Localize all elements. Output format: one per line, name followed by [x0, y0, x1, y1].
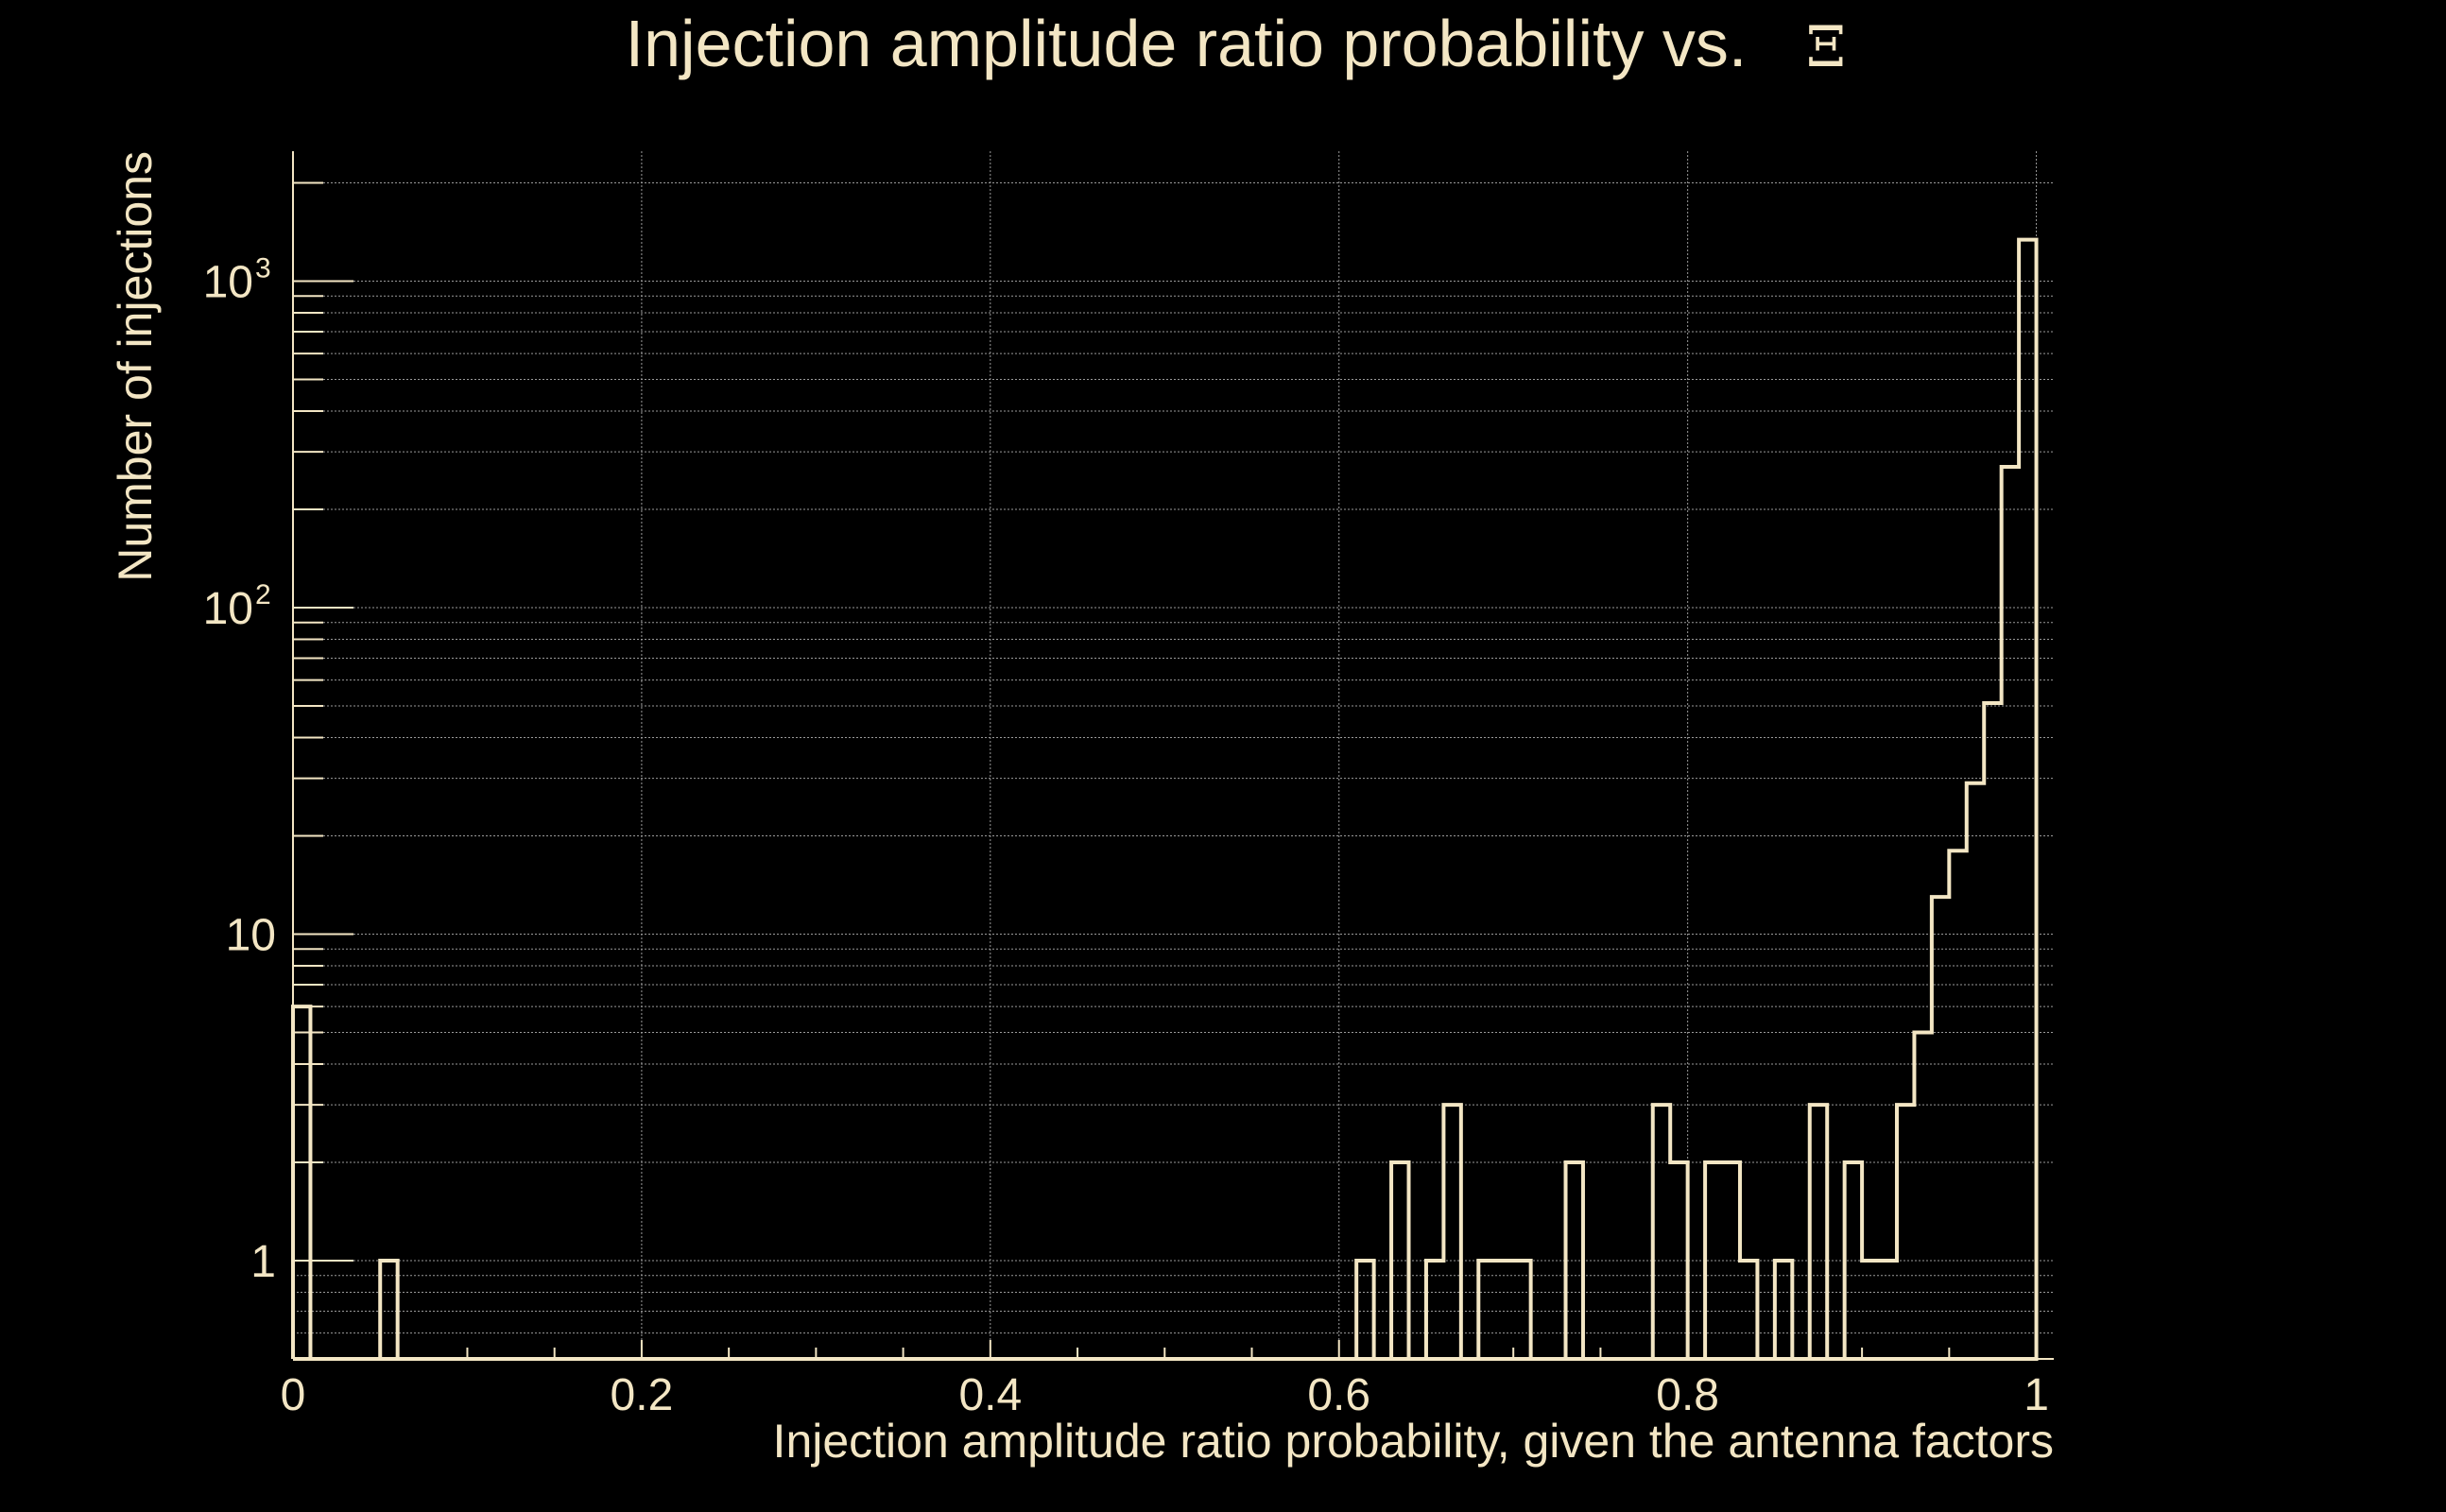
- histogram-bar: [1914, 1032, 1931, 1359]
- histogram-bar: [1443, 1105, 1460, 1359]
- y-tick-label: 10: [226, 910, 276, 960]
- histogram-bar: [1810, 1105, 1827, 1359]
- chart-title: Injection amplitude ratio probability vs…: [626, 7, 1748, 80]
- y-tick-exponent: 3: [255, 252, 271, 284]
- histogram-bar: [1897, 1105, 1914, 1359]
- histogram-bar: [1391, 1162, 1408, 1359]
- y-tick-label: 10: [203, 257, 253, 307]
- histogram-bar: [1932, 897, 1949, 1359]
- histogram-bar: [293, 1006, 310, 1359]
- x-axis-label: Injection amplitude ratio probability, g…: [773, 1415, 2054, 1468]
- histogram-bar: [1670, 1162, 1687, 1359]
- histogram-bar: [1513, 1261, 1530, 1359]
- x-tick-label: 1: [2024, 1370, 2049, 1420]
- x-tick-label: 0.6: [1307, 1370, 1370, 1420]
- y-tick-label: 1: [250, 1237, 276, 1287]
- histogram-bar: [1723, 1162, 1740, 1359]
- x-tick-label: 0.2: [611, 1370, 674, 1420]
- histogram-bar: [1496, 1261, 1513, 1359]
- histogram-bar: [1967, 783, 1984, 1359]
- histogram-bar: [1566, 1162, 1583, 1359]
- y-axis-label: Number of injections: [109, 151, 162, 582]
- histogram-bar: [1949, 850, 1966, 1359]
- axes: [292, 151, 2054, 1360]
- histogram-bar: [380, 1261, 397, 1359]
- histogram-bar: [1478, 1261, 1495, 1359]
- histogram-bar: [2002, 467, 2019, 1359]
- histogram-bar: [1984, 703, 2001, 1359]
- histogram-bar: [1862, 1261, 1879, 1359]
- histogram-bar: [1705, 1162, 1722, 1359]
- x-tick-label: 0.4: [958, 1370, 1022, 1420]
- histogram-bar: [2019, 240, 2036, 1359]
- grid: [292, 151, 2054, 1359]
- y-tick-exponent: 2: [255, 579, 271, 610]
- title-symbol-xi: Ξ: [1806, 14, 1846, 80]
- x-tick-label: 0.8: [1656, 1370, 1719, 1420]
- histogram-bar: [1426, 1261, 1443, 1359]
- histogram-bar: [1356, 1261, 1373, 1359]
- histogram-bins: [293, 240, 2037, 1359]
- x-tick-label: 0: [281, 1370, 306, 1420]
- histogram-bar: [1653, 1105, 1670, 1359]
- histogram-bar: [1740, 1261, 1757, 1359]
- histogram-series: [291, 237, 2039, 1361]
- histogram-bar: [1845, 1162, 1862, 1359]
- y-tick-label: 10: [203, 584, 253, 634]
- histogram-bar: [1880, 1261, 1897, 1359]
- histogram-bar: [1775, 1261, 1792, 1359]
